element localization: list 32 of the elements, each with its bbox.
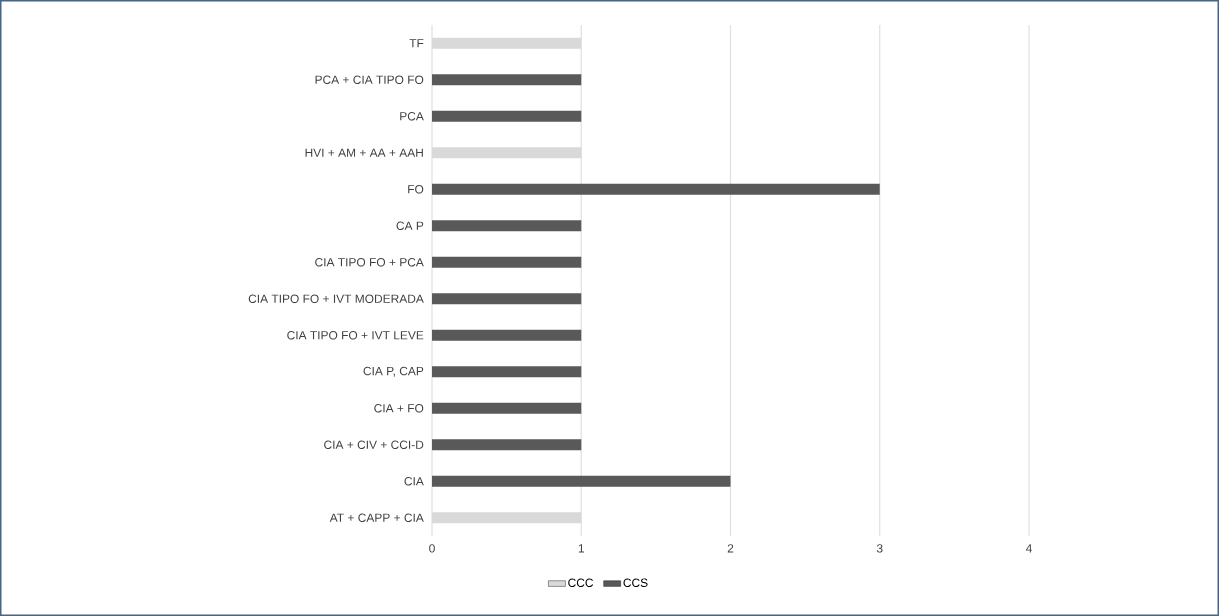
x-tick-label: 4 bbox=[1025, 544, 1032, 553]
y-tick-label: CIA + CIV + CCI-D bbox=[324, 440, 424, 449]
bar bbox=[432, 110, 582, 122]
y-tick-label: CIA + FO bbox=[374, 404, 424, 413]
legend-label: CCS bbox=[623, 578, 648, 587]
bar bbox=[432, 366, 582, 378]
y-tick-label: CA P bbox=[396, 221, 424, 230]
y-tick-label: HVI + AM + AA + AAH bbox=[305, 148, 423, 157]
y-tick-label: CIA TIPO FO + IVT LEVE bbox=[287, 331, 424, 340]
y-tick-label: CIA P, CAP bbox=[363, 366, 424, 377]
bar bbox=[432, 439, 582, 451]
bar bbox=[432, 74, 582, 86]
bar bbox=[432, 402, 582, 414]
x-tick-label: 1 bbox=[578, 544, 584, 553]
y-tick-label: AT + CAPP + CIA bbox=[329, 513, 424, 522]
y-tick-label: TF bbox=[409, 39, 424, 48]
bar bbox=[432, 183, 880, 195]
bar bbox=[432, 256, 582, 268]
y-tick-label: FO bbox=[408, 185, 424, 194]
bar bbox=[432, 293, 582, 305]
legend-label: CCC bbox=[568, 578, 594, 587]
bar bbox=[432, 220, 582, 232]
bar bbox=[432, 475, 731, 487]
x-tick-label: 0 bbox=[429, 544, 435, 553]
y-tick-label: CIA TIPO FO + PCA bbox=[315, 258, 424, 267]
x-tick-label: 2 bbox=[727, 544, 734, 553]
y-tick-label: CIA TIPO FO + IVT MODERADA bbox=[248, 294, 424, 303]
y-tick-label: PCA + CIA TIPO FO bbox=[315, 75, 424, 84]
y-tick-label: CIA bbox=[404, 477, 424, 486]
bar bbox=[432, 329, 582, 341]
y-tick-label: PCA bbox=[400, 112, 424, 121]
x-tick-label: 3 bbox=[876, 544, 883, 553]
